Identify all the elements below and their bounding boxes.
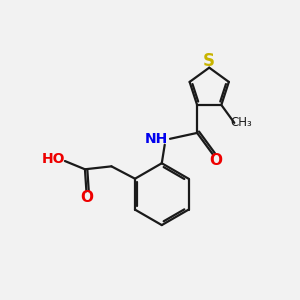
Text: S: S [203, 52, 215, 70]
Text: CH₃: CH₃ [230, 116, 252, 129]
Text: O: O [80, 190, 93, 205]
Text: O: O [210, 153, 223, 168]
Text: HO: HO [42, 152, 65, 166]
Text: NH: NH [145, 132, 168, 146]
